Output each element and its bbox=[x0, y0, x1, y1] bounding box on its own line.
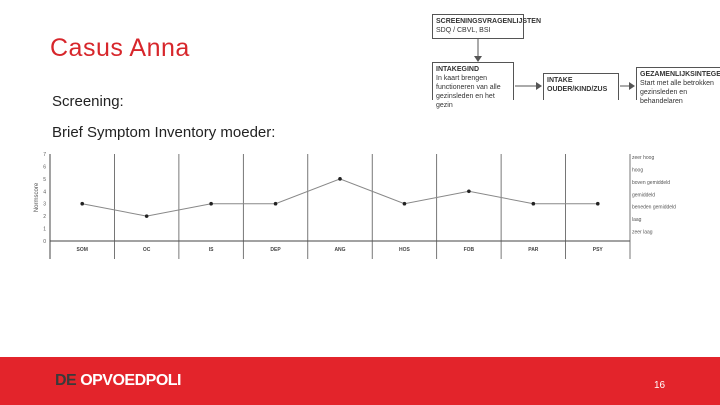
y-tick-label: 5 bbox=[43, 177, 46, 183]
data-point bbox=[467, 189, 471, 194]
y-tick-label: 4 bbox=[43, 189, 46, 195]
norm-category-label: zeer laag bbox=[632, 230, 653, 236]
norm-category-label: hoog bbox=[632, 167, 643, 173]
data-point bbox=[531, 201, 536, 206]
series-line bbox=[82, 178, 598, 217]
x-tick-label: FOB bbox=[464, 247, 475, 253]
norm-category-label: gemiddeld bbox=[632, 192, 655, 198]
flow-box-text: In kaart brengen bbox=[436, 75, 487, 82]
flow-box-screening: SCREENINGSVRAGENLIJSTEN SDQ / CBVL, BSI bbox=[432, 14, 542, 39]
data-point bbox=[273, 201, 278, 206]
flow-box-intakegind: INTAKEGIND In kaart brengen functioneren… bbox=[432, 62, 514, 109]
x-tick-label: SOM bbox=[77, 247, 88, 253]
flow-box-text: Start met alle betrokken bbox=[640, 80, 714, 87]
logo-part-de: DE bbox=[55, 372, 77, 389]
y-tick-label: 0 bbox=[43, 239, 46, 245]
flow-box-intake: INTAKE OUDER/KIND/ZUS bbox=[543, 73, 619, 100]
flow-box-text: gezinsleden en behandelaren bbox=[640, 89, 688, 105]
page-number: 16 bbox=[654, 380, 666, 391]
flow-box-text: SDQ / CBVL, BSI bbox=[436, 27, 491, 34]
logo-part-opvoedpoli: OPVOEDPOLI bbox=[80, 372, 181, 389]
x-tick-label: OC bbox=[143, 247, 151, 253]
flow-box-text: gezinsleden en het gezin bbox=[436, 93, 495, 109]
y-tick-label: 3 bbox=[43, 202, 46, 208]
data-point bbox=[209, 201, 213, 206]
flow-box-text: functioneren van alle bbox=[436, 84, 501, 91]
x-tick-label: PSY bbox=[593, 247, 604, 253]
y-tick-label: 1 bbox=[43, 227, 46, 233]
flow-box-title: INTAKE bbox=[547, 77, 573, 84]
footer-bar bbox=[0, 357, 720, 405]
flow-box-gezamenlijk: GEZAMENLIJKSINTEGESPREK Start met alle b… bbox=[636, 67, 720, 105]
flow-box-title: GEZAMENLIJKSINTEGESPREK bbox=[640, 71, 720, 78]
norm-category-label: boven gemiddeld bbox=[632, 180, 670, 186]
data-point bbox=[80, 201, 85, 206]
screening-label: Screening: bbox=[52, 93, 124, 110]
bsi-line-chart: 0 1 2 3 4 5 6 7 Normscore SOM OC IS DEP ANG HOS FOB PAR P… bbox=[34, 152, 676, 259]
x-tick-label: ANG bbox=[334, 247, 345, 253]
x-tick-label: HOS bbox=[399, 247, 411, 253]
norm-category-label: zeer hoog bbox=[632, 155, 654, 161]
flow-box-text: OUDER/KIND/ZUS bbox=[547, 86, 608, 93]
data-point bbox=[144, 214, 149, 218]
y-axis-title: Normscore bbox=[34, 182, 40, 212]
y-tick-label: 6 bbox=[43, 164, 46, 170]
flow-box-title: SCREENINGSVRAGENLIJSTEN bbox=[436, 18, 542, 25]
y-tick-label: 2 bbox=[43, 214, 46, 220]
arrow-right-icon bbox=[515, 82, 542, 90]
x-tick-label: PAR bbox=[528, 247, 539, 253]
arrow-down-icon bbox=[474, 39, 482, 62]
bsi-label: Brief Symptom Inventory moeder: bbox=[52, 124, 276, 141]
data-point bbox=[595, 201, 600, 206]
x-tick-label: DEP bbox=[270, 247, 281, 253]
norm-category-label: beneden gemiddeld bbox=[632, 205, 676, 211]
arrow-right-icon bbox=[620, 82, 635, 90]
x-tick-label: IS bbox=[209, 247, 214, 253]
flow-box-title: INTAKEGIND bbox=[436, 66, 480, 73]
data-point bbox=[402, 201, 407, 206]
logo: DE OPVOEDPOLI bbox=[55, 372, 181, 390]
y-tick-label: 7 bbox=[43, 152, 46, 158]
norm-category-label: laag bbox=[632, 217, 642, 223]
slide-title: Casus Anna bbox=[50, 34, 190, 62]
data-point bbox=[338, 177, 342, 181]
